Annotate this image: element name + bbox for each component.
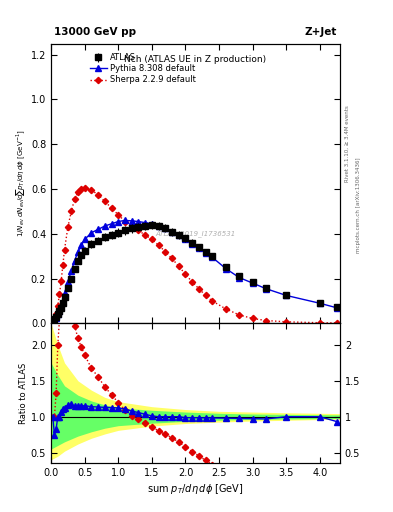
Pythia 8.308 default: [264, 286, 268, 292]
Sherpa 2.2.9 default: [149, 237, 154, 243]
Pythia 8.308 default: [116, 219, 121, 225]
Sherpa 2.2.9 default: [116, 212, 121, 218]
Sherpa 2.2.9 default: [66, 224, 70, 230]
Text: Rivet 3.1.10, ≥ 3.4M events: Rivet 3.1.10, ≥ 3.4M events: [345, 105, 350, 182]
Sherpa 2.2.9 default: [284, 319, 288, 325]
Y-axis label: Ratio to ATLAS: Ratio to ATLAS: [19, 363, 28, 424]
Pythia 8.308 default: [69, 268, 73, 274]
Pythia 8.308 default: [82, 237, 87, 243]
Sherpa 2.2.9 default: [52, 316, 57, 322]
Text: ATLAS_2019_I1736531: ATLAS_2019_I1736531: [155, 230, 236, 237]
Pythia 8.308 default: [176, 232, 181, 238]
Pythia 8.308 default: [149, 221, 154, 227]
Sherpa 2.2.9 default: [163, 249, 168, 255]
Sherpa 2.2.9 default: [109, 205, 114, 211]
Sherpa 2.2.9 default: [89, 187, 94, 193]
Sherpa 2.2.9 default: [264, 317, 268, 324]
Pythia 8.308 default: [89, 230, 94, 236]
Text: mcplots.cern.ch [arXiv:1306.3436]: mcplots.cern.ch [arXiv:1306.3436]: [356, 157, 361, 252]
Sherpa 2.2.9 default: [69, 208, 73, 215]
Text: 13000 GeV pp: 13000 GeV pp: [54, 27, 136, 36]
Pythia 8.308 default: [55, 311, 60, 317]
Pythia 8.308 default: [190, 241, 195, 247]
Sherpa 2.2.9 default: [143, 232, 147, 238]
Pythia 8.308 default: [203, 250, 208, 256]
Sherpa 2.2.9 default: [79, 186, 84, 192]
Pythia 8.308 default: [61, 298, 65, 304]
Pythia 8.308 default: [79, 242, 84, 248]
Pythia 8.308 default: [183, 237, 188, 243]
Pythia 8.308 default: [223, 266, 228, 272]
Pythia 8.308 default: [123, 217, 127, 223]
Sherpa 2.2.9 default: [75, 189, 80, 196]
Pythia 8.308 default: [66, 279, 70, 285]
X-axis label: $\mathrm{sum}\ p_T/d\eta\,d\phi\ [\mathrm{GeV}]$: $\mathrm{sum}\ p_T/d\eta\,d\phi\ [\mathr…: [147, 482, 244, 497]
Legend: ATLAS, Pythia 8.308 default, Sherpa 2.2.9 default: ATLAS, Pythia 8.308 default, Sherpa 2.2.…: [90, 53, 196, 84]
Sherpa 2.2.9 default: [136, 227, 141, 233]
Pythia 8.308 default: [136, 219, 141, 225]
Sherpa 2.2.9 default: [129, 224, 134, 230]
Pythia 8.308 default: [129, 218, 134, 224]
Sherpa 2.2.9 default: [190, 279, 195, 285]
Sherpa 2.2.9 default: [50, 318, 55, 324]
Pythia 8.308 default: [54, 315, 59, 321]
Sherpa 2.2.9 default: [334, 320, 339, 326]
Pythia 8.308 default: [72, 258, 77, 264]
Sherpa 2.2.9 default: [170, 255, 174, 262]
Pythia 8.308 default: [170, 228, 174, 234]
Pythia 8.308 default: [96, 226, 101, 232]
Sherpa 2.2.9 default: [59, 278, 64, 284]
Pythia 8.308 default: [156, 223, 161, 229]
Sherpa 2.2.9 default: [72, 196, 77, 202]
Pythia 8.308 default: [57, 308, 62, 314]
Sherpa 2.2.9 default: [318, 319, 322, 326]
Sherpa 2.2.9 default: [62, 246, 67, 252]
Pythia 8.308 default: [109, 221, 114, 227]
Text: Z+Jet: Z+Jet: [305, 27, 337, 36]
Sherpa 2.2.9 default: [156, 242, 161, 248]
Sherpa 2.2.9 default: [210, 298, 215, 304]
Pythia 8.308 default: [210, 254, 215, 261]
Pythia 8.308 default: [52, 317, 57, 323]
Sherpa 2.2.9 default: [96, 191, 101, 198]
Pythia 8.308 default: [59, 304, 64, 310]
Pythia 8.308 default: [50, 318, 55, 324]
Pythia 8.308 default: [163, 225, 168, 231]
Pythia 8.308 default: [334, 305, 339, 311]
Sherpa 2.2.9 default: [250, 315, 255, 322]
Sherpa 2.2.9 default: [55, 303, 60, 309]
Sherpa 2.2.9 default: [123, 219, 127, 225]
Sherpa 2.2.9 default: [183, 271, 188, 277]
Sherpa 2.2.9 default: [54, 311, 59, 317]
Line: Sherpa 2.2.9 default: Sherpa 2.2.9 default: [51, 186, 339, 325]
Pythia 8.308 default: [284, 292, 288, 298]
Pythia 8.308 default: [103, 223, 107, 229]
Sherpa 2.2.9 default: [176, 263, 181, 269]
Sherpa 2.2.9 default: [82, 185, 87, 191]
Y-axis label: $1/N_{ev}\ dN_{ev}/d\!\sum\! p_T/d\eta\,d\phi\ [\mathrm{GeV}^{-1}]$: $1/N_{ev}\ dN_{ev}/d\!\sum\! p_T/d\eta\,…: [14, 130, 27, 237]
Sherpa 2.2.9 default: [61, 262, 65, 268]
Pythia 8.308 default: [318, 300, 322, 306]
Pythia 8.308 default: [237, 274, 242, 281]
Line: Pythia 8.308 default: Pythia 8.308 default: [50, 218, 339, 324]
Pythia 8.308 default: [75, 249, 80, 255]
Sherpa 2.2.9 default: [237, 312, 242, 318]
Pythia 8.308 default: [250, 280, 255, 286]
Sherpa 2.2.9 default: [57, 291, 62, 297]
Sherpa 2.2.9 default: [103, 198, 107, 204]
Sherpa 2.2.9 default: [203, 292, 208, 298]
Pythia 8.308 default: [143, 220, 147, 226]
Pythia 8.308 default: [196, 245, 201, 251]
Sherpa 2.2.9 default: [223, 306, 228, 312]
Pythia 8.308 default: [62, 290, 67, 296]
Text: Nch (ATLAS UE in Z production): Nch (ATLAS UE in Z production): [125, 55, 266, 63]
Sherpa 2.2.9 default: [196, 286, 201, 292]
